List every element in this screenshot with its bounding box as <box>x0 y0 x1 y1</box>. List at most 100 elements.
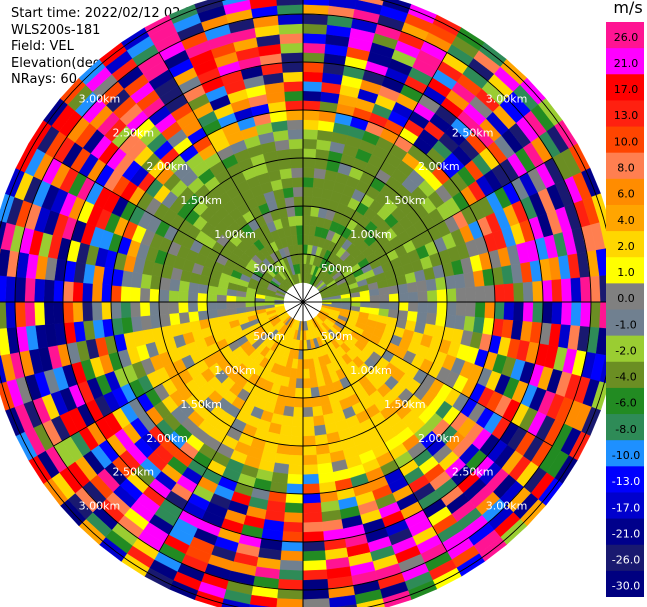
colorbar-swatch <box>606 283 644 310</box>
range-gate <box>541 279 553 303</box>
range-gate <box>287 128 304 140</box>
range-gate <box>288 138 304 150</box>
colorbar-swatch <box>606 361 644 389</box>
range-gate <box>284 90 304 102</box>
range-gate <box>302 569 328 581</box>
range-gate <box>72 281 84 303</box>
range-gate <box>282 405 295 418</box>
ring-label: 2.50km <box>113 126 155 139</box>
colorbar-tick-label: 26.0 <box>614 31 639 44</box>
range-gate <box>277 13 304 25</box>
range-gate <box>298 253 304 264</box>
ring-label: 1.00km <box>214 364 256 377</box>
azimuth-spoke <box>302 157 553 303</box>
colorbar-swatch <box>606 74 644 101</box>
colorbar-tick-label: -2.0 <box>615 344 636 357</box>
range-gate <box>216 301 227 310</box>
range-gate <box>293 397 304 408</box>
colorbar-tick-label: -13.0 <box>612 475 640 488</box>
range-gate <box>302 205 312 217</box>
range-gate <box>0 355 7 384</box>
range-gate <box>302 90 322 102</box>
range-gate <box>382 590 412 607</box>
range-gate <box>296 224 304 236</box>
range-gate <box>388 293 400 303</box>
range-gate <box>287 464 304 476</box>
range-gate <box>302 521 324 533</box>
range-gate <box>149 288 160 303</box>
range-gate <box>302 4 330 16</box>
range-gate <box>280 550 304 562</box>
range-gate <box>302 368 310 380</box>
ring-label: 2.00km <box>418 432 460 445</box>
range-gate <box>379 294 390 303</box>
range-gate <box>398 292 409 303</box>
range-gate <box>599 301 606 329</box>
range-gate <box>225 301 237 309</box>
range-gate <box>302 23 328 35</box>
range-gate <box>279 32 304 45</box>
range-gate <box>293 196 304 207</box>
colorbar-swatch <box>606 204 644 232</box>
range-gate <box>302 340 308 351</box>
range-gate <box>436 301 448 315</box>
range-gate <box>81 282 93 303</box>
range-gate <box>187 281 200 294</box>
range-gate <box>158 289 170 303</box>
range-gate <box>129 286 141 303</box>
range-gate <box>484 285 496 303</box>
range-gate <box>328 594 357 607</box>
range-gate <box>455 287 467 303</box>
range-gate <box>513 282 525 303</box>
range-gate <box>296 234 304 245</box>
range-gate <box>282 186 295 199</box>
colorbar-swatch <box>606 387 644 415</box>
range-gate <box>290 435 304 447</box>
range-gate <box>560 301 573 326</box>
range-gate <box>302 588 330 600</box>
range-gate <box>302 176 315 188</box>
range-gate <box>369 295 381 303</box>
range-gate <box>580 301 592 328</box>
range-gate <box>313 424 327 437</box>
range-gate <box>0 275 7 303</box>
range-gate <box>302 464 319 476</box>
range-gate <box>302 512 323 524</box>
colorbar-tick-label: 8.0 <box>617 162 635 175</box>
range-gate <box>206 301 218 311</box>
range-gate <box>62 301 74 324</box>
colorbar-swatch <box>606 335 644 363</box>
range-gate <box>177 290 189 303</box>
range-gate <box>225 295 237 303</box>
range-gate <box>281 415 294 427</box>
range-gate <box>425 278 438 292</box>
range-gate <box>5 301 17 329</box>
colorbar-swatch <box>606 309 644 337</box>
range-gate <box>280 52 304 64</box>
colorbar-swatch <box>606 544 644 572</box>
colorbar-tick-label: -10.0 <box>612 449 640 462</box>
range-gate <box>328 0 357 10</box>
ring-label: 500m <box>321 262 353 275</box>
range-gate <box>289 148 304 159</box>
range-gate <box>33 278 46 303</box>
colorbar-tick-label: 17.0 <box>614 83 639 96</box>
range-gate <box>446 301 457 316</box>
colorbar-tick-label: 6.0 <box>617 188 635 201</box>
azimuth-spoke <box>302 52 448 303</box>
colorbar-swatch <box>606 492 644 520</box>
range-gate <box>595 248 606 277</box>
range-gate <box>551 279 563 303</box>
range-gate <box>465 301 477 318</box>
range-gate <box>302 406 314 418</box>
ring-label: 3.00km <box>79 92 121 105</box>
range-gate <box>276 4 304 16</box>
range-gate <box>302 148 317 159</box>
range-gate <box>302 52 326 64</box>
range-gate <box>580 276 592 303</box>
range-gate <box>302 157 316 169</box>
range-gate <box>341 297 352 303</box>
range-gate <box>427 290 438 303</box>
azimuth-spoke <box>158 301 304 552</box>
